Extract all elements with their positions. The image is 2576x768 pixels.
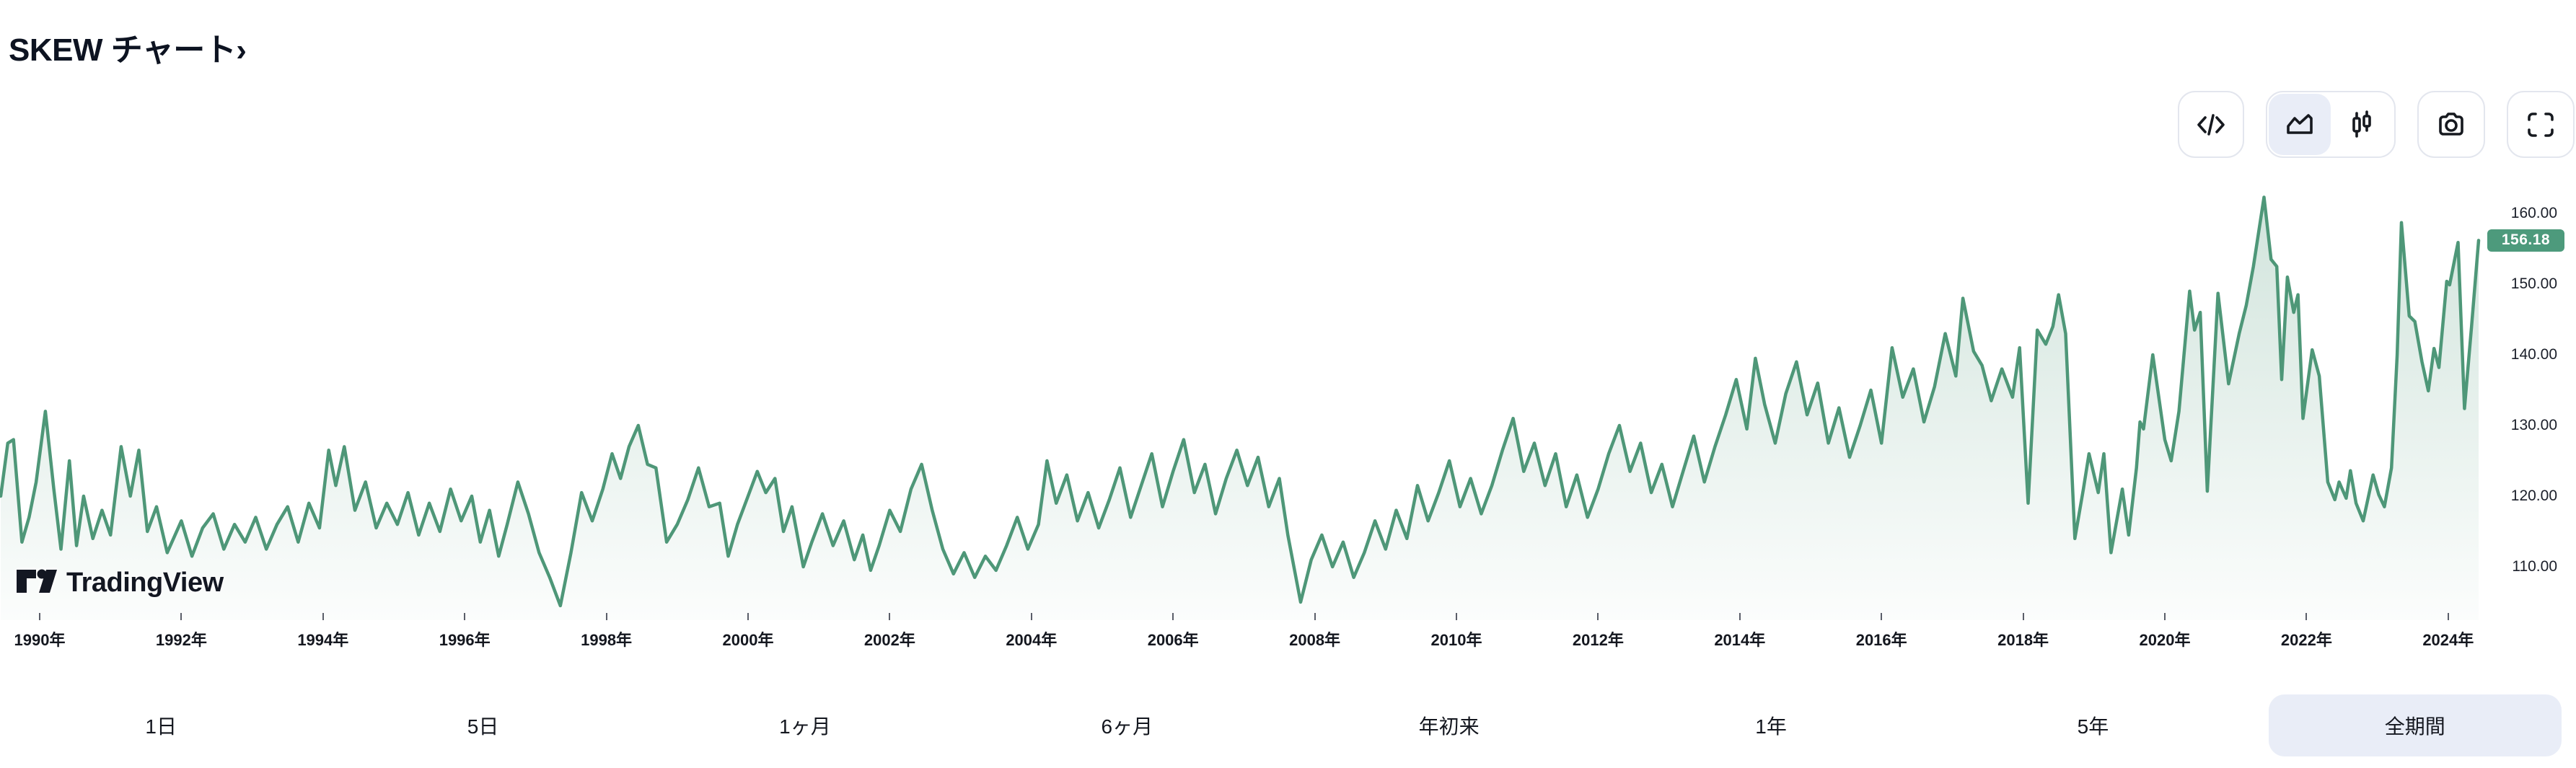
x-axis-label: 2010年 bbox=[1430, 631, 1482, 649]
chart-toolbar bbox=[2178, 91, 2575, 158]
range-option-label: 1日 bbox=[145, 715, 177, 738]
y-axis-label: 150.00 bbox=[2510, 275, 2557, 292]
x-axis-tick bbox=[1172, 613, 1174, 620]
x-axis-label: 1992年 bbox=[155, 631, 207, 649]
chart-type-switch bbox=[2266, 91, 2396, 158]
range-option-全期間[interactable]: 全期間 bbox=[2254, 694, 2576, 756]
camera-icon bbox=[2436, 110, 2466, 139]
skew-area-chart[interactable] bbox=[0, 79, 2482, 620]
x-axis-label: 2018年 bbox=[1997, 631, 2049, 649]
y-axis-label: 140.00 bbox=[2510, 346, 2557, 363]
x-axis-tick bbox=[2022, 613, 2024, 620]
x-axis-tick bbox=[2305, 613, 2308, 620]
y-axis-label: 120.00 bbox=[2510, 487, 2557, 504]
x-axis-tick bbox=[464, 613, 466, 620]
x-axis-tick bbox=[1881, 613, 1883, 620]
x-axis-label: 2012年 bbox=[1572, 631, 1624, 649]
series-fill bbox=[1, 197, 2479, 620]
x-axis-label: 2024年 bbox=[2422, 631, 2474, 649]
x-axis-tick bbox=[1456, 613, 1457, 620]
range-option-label: 5日 bbox=[467, 715, 499, 738]
x-axis-label: 1996年 bbox=[439, 631, 491, 649]
area-chart-icon bbox=[2285, 110, 2315, 139]
x-axis-label: 2014年 bbox=[1714, 631, 1766, 649]
code-button[interactable] bbox=[2178, 91, 2244, 158]
x-axis-label: 2002年 bbox=[863, 631, 915, 649]
range-selected-pill bbox=[2268, 694, 2562, 756]
x-axis-tick bbox=[2447, 613, 2449, 620]
screenshot-button[interactable] bbox=[2417, 91, 2485, 158]
x-axis-label: 2000年 bbox=[722, 631, 774, 649]
x-axis-label: 2006年 bbox=[1147, 631, 1199, 649]
range-option-5日[interactable]: 5日 bbox=[322, 694, 643, 756]
x-axis-tick bbox=[747, 613, 749, 620]
range-option-label: 1ヶ月 bbox=[779, 715, 831, 738]
code-icon bbox=[2196, 110, 2226, 139]
x-axis-tick bbox=[1597, 613, 1599, 620]
tradingview-logo-text: TradingView bbox=[66, 568, 224, 598]
fullscreen-button[interactable] bbox=[2507, 91, 2575, 158]
x-axis-label: 2020年 bbox=[2139, 631, 2191, 649]
x-axis-tick bbox=[889, 613, 891, 620]
range-option-1年[interactable]: 1年 bbox=[1610, 694, 1932, 756]
y-axis-label: 160.00 bbox=[2510, 205, 2557, 221]
x-axis-label: 2008年 bbox=[1289, 631, 1341, 649]
range-option-label: 1年 bbox=[1755, 715, 1787, 738]
x-axis-tick bbox=[605, 613, 607, 620]
x-axis-tick bbox=[1738, 613, 1741, 620]
candlestick-chart-button[interactable] bbox=[2331, 94, 2393, 155]
tradingview-logo-icon bbox=[16, 565, 58, 601]
range-option-6ヶ月[interactable]: 6ヶ月 bbox=[966, 694, 1288, 756]
candlestick-icon bbox=[2347, 110, 2377, 139]
x-axis-label: 1990年 bbox=[14, 631, 66, 649]
page-title[interactable]: SKEW チャート› bbox=[9, 32, 247, 69]
x-axis-label: 2004年 bbox=[1006, 631, 1058, 649]
range-option-年初来[interactable]: 年初来 bbox=[1288, 694, 1610, 756]
range-option-label: 年初来 bbox=[1418, 715, 1480, 738]
x-axis-label: 2022年 bbox=[2280, 631, 2332, 649]
last-price-badge: 156.18 bbox=[2487, 229, 2564, 252]
tradingview-watermark[interactable]: TradingView bbox=[16, 565, 224, 601]
x-axis-label: 2016年 bbox=[1855, 631, 1907, 649]
y-axis-label: 130.00 bbox=[2510, 417, 2557, 433]
series-line bbox=[0, 195, 2481, 608]
x-axis-label: 1994年 bbox=[297, 631, 349, 649]
range-option-5年[interactable]: 5年 bbox=[1932, 694, 2254, 756]
range-option-label: 全期間 bbox=[2384, 715, 2445, 738]
x-axis-tick bbox=[322, 613, 324, 620]
fullscreen-icon bbox=[2526, 110, 2556, 139]
x-axis-tick bbox=[2164, 613, 2166, 620]
x-axis-label: 1998年 bbox=[581, 631, 633, 649]
x-axis-tick bbox=[180, 613, 183, 620]
range-option-label: 5年 bbox=[2077, 715, 2109, 738]
x-axis-tick bbox=[39, 613, 40, 620]
x-axis-tick bbox=[1314, 613, 1316, 620]
range-option-label: 6ヶ月 bbox=[1101, 715, 1153, 738]
y-axis-label: 110.00 bbox=[2512, 558, 2557, 575]
x-axis-tick bbox=[1030, 613, 1032, 620]
range-option-1日[interactable]: 1日 bbox=[0, 694, 322, 756]
area-chart-button[interactable] bbox=[2269, 94, 2331, 155]
range-selector: 1日 5日 1ヶ月 6ヶ月 年初来 1年 5年 全期間 bbox=[0, 694, 2576, 756]
range-option-1ヶ月[interactable]: 1ヶ月 bbox=[644, 694, 966, 756]
